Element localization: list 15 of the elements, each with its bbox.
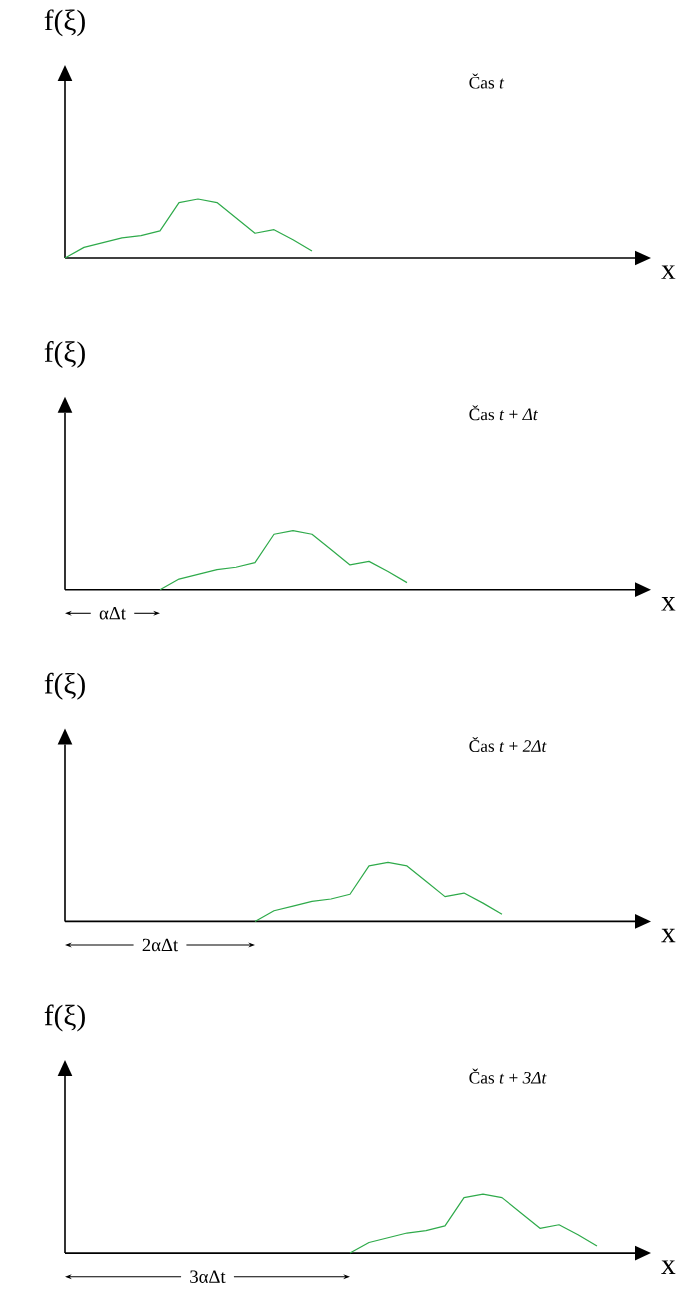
x-axis-title: x <box>661 597 676 611</box>
y-axis-title: f(ξ) <box>44 672 85 700</box>
y-axis-title: f(ξ) <box>44 9 85 37</box>
y-axis-title: f(ξ) <box>44 1004 85 1032</box>
text: Čas t <box>469 73 505 89</box>
text: Čas t + 3Δt <box>469 1068 547 1084</box>
y-axis-title: f(ξ) <box>44 341 85 368</box>
text: Čas t + 2Δt <box>469 736 547 752</box>
x-axis-title: x <box>661 1260 676 1274</box>
text: 2αΔt <box>142 938 179 952</box>
text: 3αΔt <box>190 1270 226 1283</box>
text: αΔt <box>99 607 126 620</box>
text: Čas t + Δt <box>469 405 538 421</box>
x-axis-title: x <box>661 265 676 279</box>
x-axis-title: x <box>661 928 676 943</box>
